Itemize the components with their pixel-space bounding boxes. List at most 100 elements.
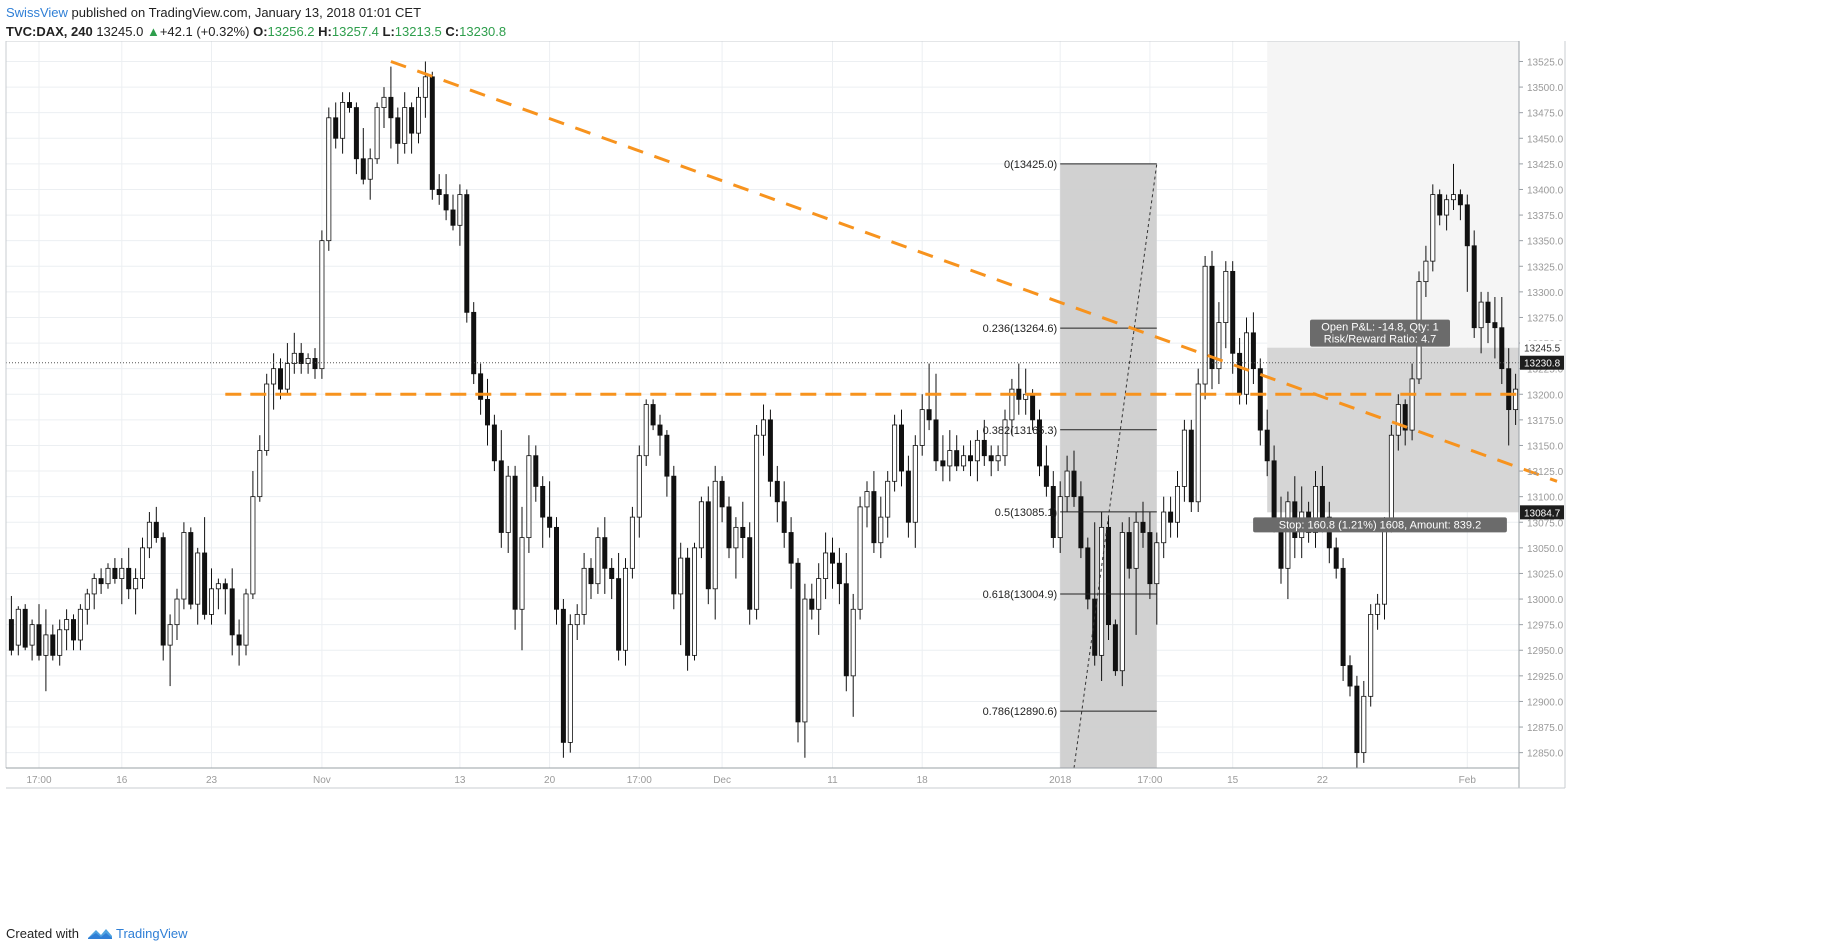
time-axis[interactable]: 17:00 16 23 Nov 13 20 17:00 Dec 11 18 2018 17:00 15 2… [26, 775, 1476, 786]
candle-body [726, 506, 732, 549]
candle-body [602, 537, 608, 569]
candle-body [905, 470, 911, 523]
candle-body [1478, 301, 1484, 329]
candle-body [968, 455, 974, 462]
candle-body [1313, 486, 1319, 533]
symbol-label[interactable]: TVC:DAX, 240 [6, 24, 93, 39]
y-tick-label: 13150.0 [1527, 441, 1564, 452]
candle-body [912, 445, 918, 523]
fib-level-label: 0(13425.0) [1004, 159, 1057, 171]
candle-body [885, 480, 891, 518]
x-tick-label: Nov [313, 775, 331, 786]
candle-body [188, 532, 194, 605]
y-tick-label: 13475.0 [1527, 109, 1564, 120]
candle-body [264, 383, 270, 451]
candle-body [1106, 526, 1112, 626]
candle-body [857, 506, 863, 610]
position-box[interactable] [1267, 41, 1519, 513]
candle-body [954, 450, 960, 467]
candle-body [650, 404, 656, 426]
y-tick-label: 13075.0 [1527, 518, 1564, 529]
candle-body [629, 516, 635, 569]
price-tag: 13245.5 [1520, 340, 1564, 355]
candle-body [98, 578, 104, 585]
candle-body [1202, 265, 1208, 385]
candle-body [1064, 470, 1070, 498]
x-tick-label: 17:00 [627, 775, 652, 786]
candle-body [491, 424, 497, 462]
price-chart[interactable]: 0(13425.0) 0.236(13264.6) 0.382(13165.3) 0.… [0, 41, 1824, 915]
y-tick-label: 13275.0 [1527, 313, 1564, 324]
candle-body [1112, 624, 1118, 672]
price-tag-text: 13245.5 [1524, 344, 1561, 355]
candle-body [484, 398, 490, 426]
y-tick-label: 13200.0 [1527, 390, 1564, 401]
chart-frame [5, 41, 1566, 789]
candle-body [57, 629, 63, 656]
author-link[interactable]: SwissView [6, 5, 68, 20]
candle-body [305, 358, 311, 364]
stop-label: Stop: 160.8 (1.21%) 1608, Amount: 839.2 [1253, 517, 1507, 533]
x-tick-label: 13 [454, 775, 466, 786]
candle-body [374, 107, 380, 160]
candle-body [1209, 265, 1215, 370]
candle-body [126, 567, 132, 590]
candle-body [1057, 496, 1063, 539]
y-tick-label: 13000.0 [1527, 595, 1564, 606]
candle-body [712, 480, 718, 590]
tradingview-link[interactable]: TradingView [116, 926, 188, 941]
candle-body [974, 439, 980, 462]
x-tick-label: 17:00 [1137, 775, 1162, 786]
candle-body [595, 537, 601, 585]
candle-body [988, 455, 994, 462]
candle-body [119, 567, 125, 579]
candle-body [333, 117, 339, 139]
candle-body [512, 475, 518, 610]
candle-body [788, 532, 794, 564]
trend-line [390, 60, 1558, 483]
candle-body [843, 583, 849, 677]
low-value: 13213.5 [394, 24, 442, 39]
drawing-lines[interactable] [6, 60, 1558, 769]
fib-level-label: 0.618(13004.9) [983, 589, 1058, 601]
candle-body [22, 608, 28, 648]
candle-body [1071, 470, 1077, 498]
candle-body [1181, 429, 1187, 487]
candle-body [360, 158, 366, 180]
candle-body [1506, 368, 1512, 411]
candle-body [664, 434, 670, 477]
candle-body [236, 634, 242, 646]
candle-body [250, 496, 256, 595]
candle-body [1250, 332, 1256, 370]
candle-body [1382, 526, 1388, 605]
candle-body [160, 537, 166, 646]
candle-body [1347, 665, 1353, 687]
y-tick-label: 13450.0 [1527, 134, 1564, 145]
candle-body [1237, 352, 1243, 395]
candle-body [933, 419, 939, 462]
publish-line: SwissView published on TradingView.com, … [6, 3, 1816, 22]
candle-body [353, 107, 359, 160]
candle-body [91, 578, 97, 595]
y-tick-label: 13375.0 [1527, 211, 1564, 222]
candle-body [705, 501, 711, 590]
x-tick-label: Dec [713, 775, 731, 786]
candle-body [195, 552, 201, 605]
fibonacci-box[interactable] [1060, 163, 1157, 768]
price-axis[interactable]: 13525.0 13500.0 13475.0 13450.0 13425.0 13400… [1519, 57, 1564, 760]
candle-body [574, 614, 580, 626]
x-tick-label: 17:00 [26, 775, 51, 786]
y-tick-label: 13350.0 [1527, 237, 1564, 248]
candle-body [540, 486, 546, 518]
candle-body [961, 455, 967, 467]
candle-body [222, 583, 228, 590]
candle-body [1126, 532, 1132, 569]
candle-body [554, 526, 560, 610]
candle-body [823, 552, 829, 579]
price-change: +42.1 (+0.32%) [159, 24, 250, 39]
candle-body [1009, 388, 1015, 421]
candle-body [277, 368, 283, 390]
y-tick-label: 13225.0 [1527, 365, 1564, 376]
y-tick-label: 12850.0 [1527, 749, 1564, 760]
price-tag: 13230.8 [1520, 355, 1564, 370]
